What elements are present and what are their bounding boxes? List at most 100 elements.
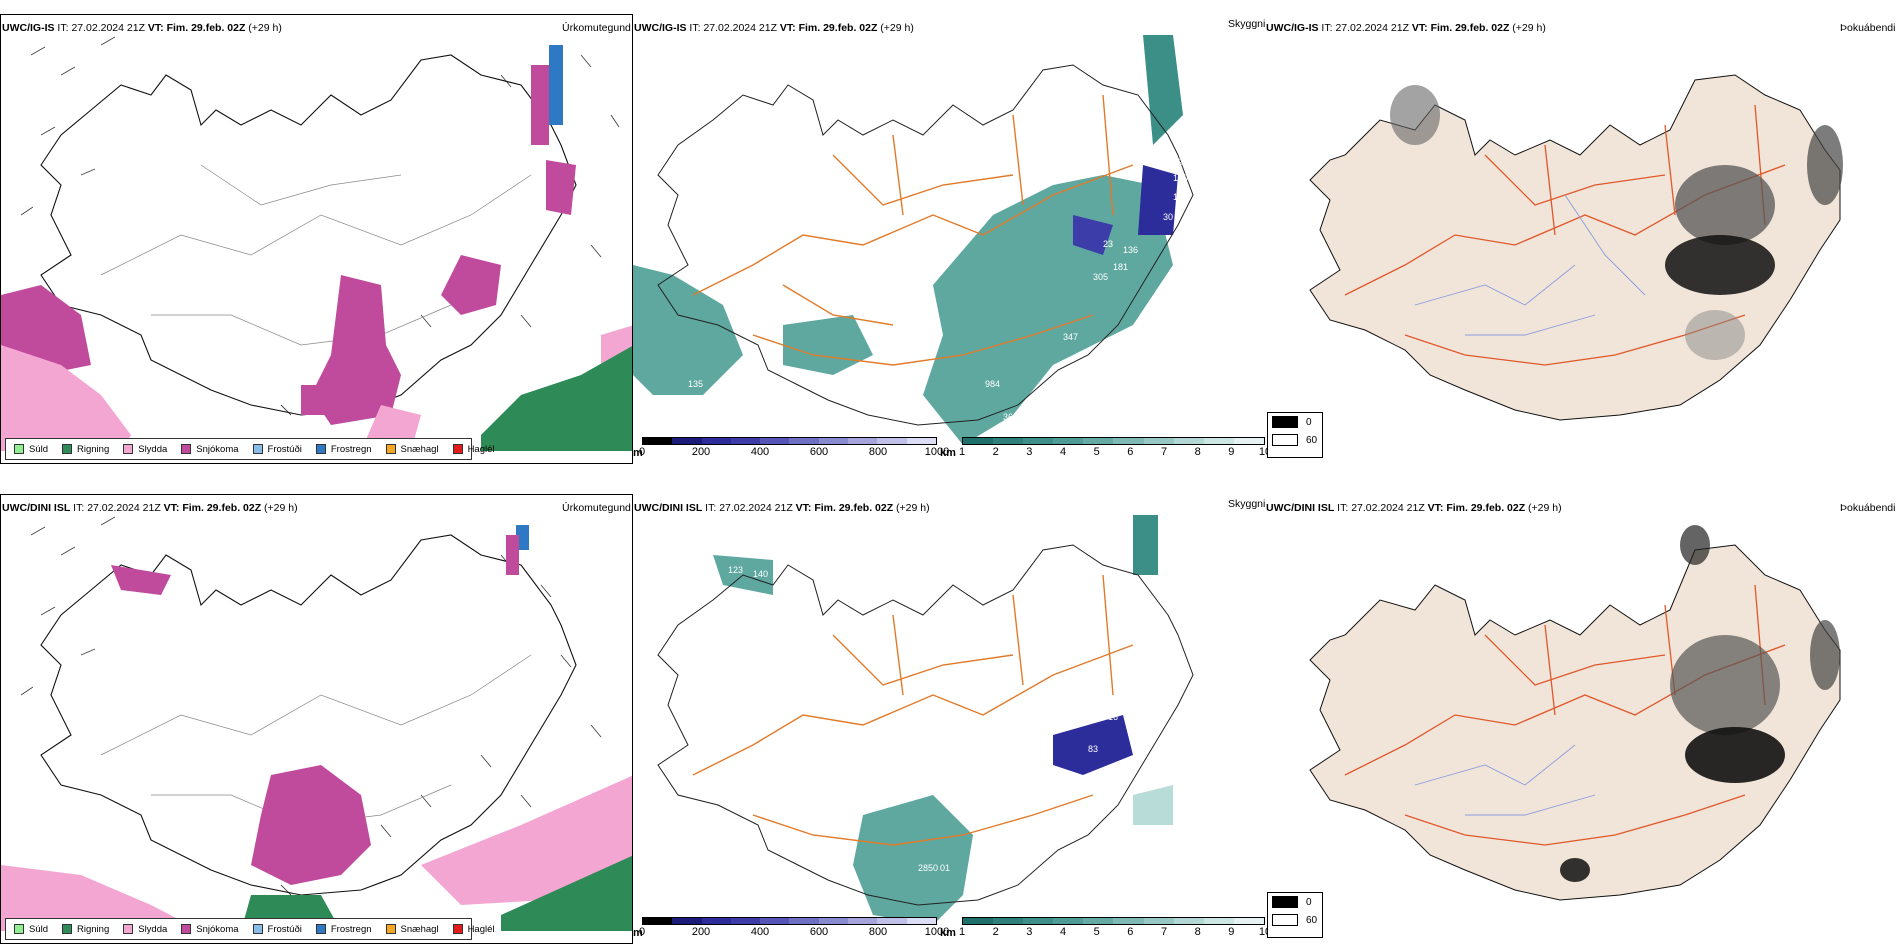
- colorbar-tick: 800: [868, 446, 888, 458]
- svg-text:71: 71: [1053, 692, 1063, 702]
- legend-item: Rigning: [62, 924, 109, 935]
- svg-text:36: 36: [1003, 412, 1013, 422]
- coastline: [657, 64, 1194, 426]
- legend-item: Snæhagl: [385, 443, 439, 455]
- legend-item: Frostregn: [315, 443, 372, 455]
- legend-label: Frostúði: [267, 923, 302, 935]
- legend-swatch: [14, 924, 24, 934]
- svg-text:31: 31: [1033, 712, 1043, 722]
- colorbar-segment: [818, 918, 849, 924]
- colorbar-tick: 9: [1228, 446, 1235, 458]
- colorbar-segment: [1233, 918, 1264, 924]
- svg-text:13: 13: [1138, 730, 1148, 740]
- legend-label: Haglél: [467, 443, 495, 455]
- svg-text:984: 984: [985, 379, 1000, 389]
- legend-label: Snjókoma: [196, 923, 239, 935]
- legend-label: Haglél: [467, 923, 495, 935]
- colorbar-segment: [701, 438, 731, 444]
- colorbar-tick: 2: [992, 926, 999, 938]
- title-vis-bottom: UWC/DINI ISL IT: 27.02.2024 21Z VT: Fim.…: [634, 502, 930, 514]
- height-unit-top: m: [633, 447, 643, 459]
- title-fog-top: UWC/IG-IS IT: 27.02.2024 21Z VT: Fim. 29…: [1266, 22, 1546, 34]
- colorbar-tick: 600: [809, 446, 829, 458]
- fog-legend-top: 0 60: [1267, 412, 1323, 458]
- colorbar-segment: [1233, 438, 1264, 444]
- colorbar-tick: 800: [868, 926, 888, 938]
- fog-title-top: Þokuábendi: [1840, 22, 1896, 34]
- height-colorbar-top: 0 200 400 600 800 1000: [639, 437, 949, 459]
- legend-item: Slydda: [123, 924, 167, 935]
- legend-swatch: [181, 924, 192, 934]
- precip-panel-top: Súld Rigning Slydda Snjókoma Frostúði Frostre…: [0, 14, 633, 464]
- precip-title-top: Úrkomutegund: [562, 22, 631, 34]
- svg-text:305: 305: [1093, 272, 1108, 282]
- colorbar-segment: [643, 438, 673, 444]
- colorbar-segment: [701, 918, 731, 924]
- colorbar-tick: 200: [691, 926, 711, 938]
- legend-item: Frostregn: [315, 923, 372, 935]
- legend-label: Snjókoma: [196, 443, 239, 455]
- legend-label: Frostúði: [267, 443, 302, 455]
- colorbar-segment: [1023, 918, 1054, 924]
- height-colorbar-bottom: 0 200 400 600 800 1000: [639, 917, 949, 939]
- legend-item: Slydda: [123, 444, 167, 455]
- colorbar-tick: 5: [1093, 446, 1100, 458]
- coastline: [657, 544, 1194, 906]
- precip-panel-bottom: Súld Rigning Slydda Snjókoma Frostúði Frostre…: [0, 494, 633, 944]
- svg-text:140: 140: [753, 569, 768, 579]
- svg-text:181: 181: [1113, 262, 1128, 272]
- legend-swatch: [14, 444, 24, 454]
- fog-title-bottom: Þokuábendi: [1840, 502, 1896, 514]
- colorbar-segment: [760, 918, 790, 924]
- fog-map-bottom: [1309, 525, 1841, 901]
- colorbar-tick: 600: [809, 926, 829, 938]
- precip-map-bottom: [1, 516, 632, 931]
- legend-item: Súld: [14, 924, 48, 935]
- colorbar-tick: 1: [958, 446, 966, 458]
- title-vis-top: UWC/IG-IS IT: 27.02.2024 21Z VT: Fim. 29…: [634, 22, 914, 34]
- colorbar-segment: [1083, 918, 1114, 924]
- colorbar-segment: [1083, 438, 1114, 444]
- svg-text:16: 16: [1108, 712, 1118, 722]
- svg-text:347: 347: [1063, 332, 1078, 342]
- legend-swatch: [123, 924, 134, 934]
- legend-label: Rigning: [77, 443, 110, 455]
- colorbar-segment: [1053, 438, 1084, 444]
- fog-swatch-black: [1272, 416, 1298, 428]
- colorbar-segment: [1143, 918, 1174, 924]
- colorbar-tick: 1: [958, 926, 966, 938]
- svg-text:23: 23: [1103, 239, 1113, 249]
- svg-text:2850: 2850: [918, 863, 938, 873]
- legend-swatch: [385, 924, 396, 934]
- colorbar-segment: [672, 438, 702, 444]
- fog-swatch-white: [1272, 434, 1298, 446]
- colorbar-tick: 200: [691, 446, 711, 458]
- legend-swatch: [123, 444, 134, 454]
- legend-label: Frostregn: [330, 443, 372, 455]
- colorbar-segment: [1173, 918, 1204, 924]
- svg-text:135: 135: [688, 379, 703, 389]
- legend-swatch: [315, 444, 326, 454]
- fog-panel-top: [1265, 35, 1900, 465]
- legend-label: Frostregn: [330, 923, 372, 935]
- svg-text:123: 123: [728, 565, 743, 575]
- colorbar-segment: [963, 918, 994, 924]
- legend-item: Frostúði: [252, 923, 302, 935]
- legend-item: Frostúði: [252, 443, 302, 455]
- legend-item: Haglél: [452, 443, 495, 455]
- colorbar-segment: [818, 438, 849, 444]
- colorbar-segment: [963, 438, 994, 444]
- visibility-panel-bottom: 123 140 71 31 16 17 13 83 2850 01: [633, 515, 1265, 945]
- colorbar-tick: 8: [1194, 446, 1201, 458]
- vis-unit-bottom: km: [940, 927, 956, 939]
- legend-label: Snæhagl: [400, 443, 439, 455]
- visibility-map-bottom: 123 140 71 31 16 17 13 83 2850 01: [657, 515, 1194, 925]
- fog-legend-bottom: 0 60: [1267, 892, 1323, 938]
- colorbar-segment: [1143, 438, 1174, 444]
- precip-legend-top: Súld Rigning Slydda Snjókoma Frostúði Frostre…: [5, 438, 495, 460]
- colorbar-segment: [760, 438, 790, 444]
- colorbar-segment: [1113, 438, 1144, 444]
- svg-text:111: 111: [1173, 192, 1187, 202]
- colorbar-tick: 4: [1059, 446, 1067, 458]
- visibility-panel-top: 194 120 111 30 23 136 181 305 347 984 36…: [633, 35, 1265, 465]
